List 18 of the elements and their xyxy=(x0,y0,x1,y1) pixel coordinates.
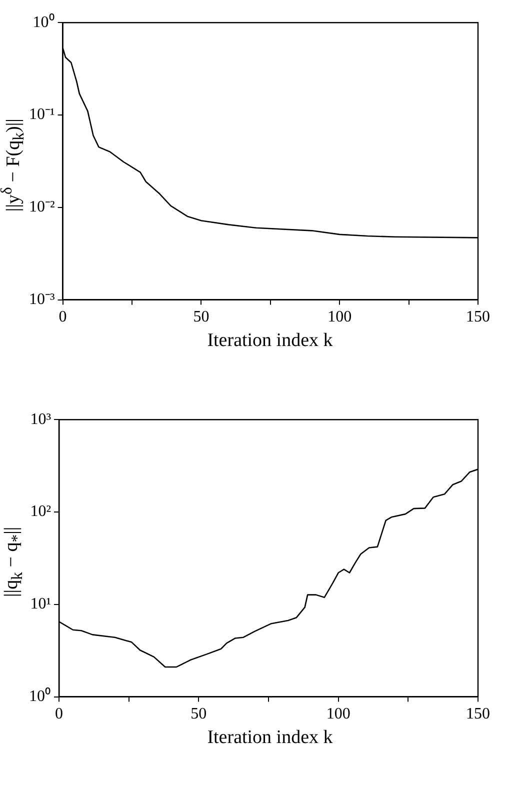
y-tick-label: 10⁻² xyxy=(29,198,55,216)
x-tick-label: 50 xyxy=(190,706,207,723)
y-tick-label: 10⁰ xyxy=(32,12,55,31)
x-axis-title: Iteration index k xyxy=(206,330,334,352)
y-tick-label: 10⁻³ xyxy=(29,291,55,308)
y-tick-label: 10⁻¹ xyxy=(29,106,55,124)
x-tick-label: 100 xyxy=(326,706,350,723)
x-tick-label: 150 xyxy=(466,706,490,723)
y-tick-label: 10² xyxy=(30,503,52,520)
y-tick-label: 10³ xyxy=(30,410,52,428)
x-axis-title: Iteration index k xyxy=(206,727,334,749)
x-tick-label: 150 xyxy=(466,308,490,326)
x-tick-label: 50 xyxy=(193,308,210,326)
x-tick-label: 100 xyxy=(328,308,352,326)
x-tick-label: 0 xyxy=(58,308,67,326)
y-tick-label: 10⁰ xyxy=(29,687,51,706)
y-tick-label: 10¹ xyxy=(30,596,52,613)
x-tick-label: 0 xyxy=(55,706,63,723)
